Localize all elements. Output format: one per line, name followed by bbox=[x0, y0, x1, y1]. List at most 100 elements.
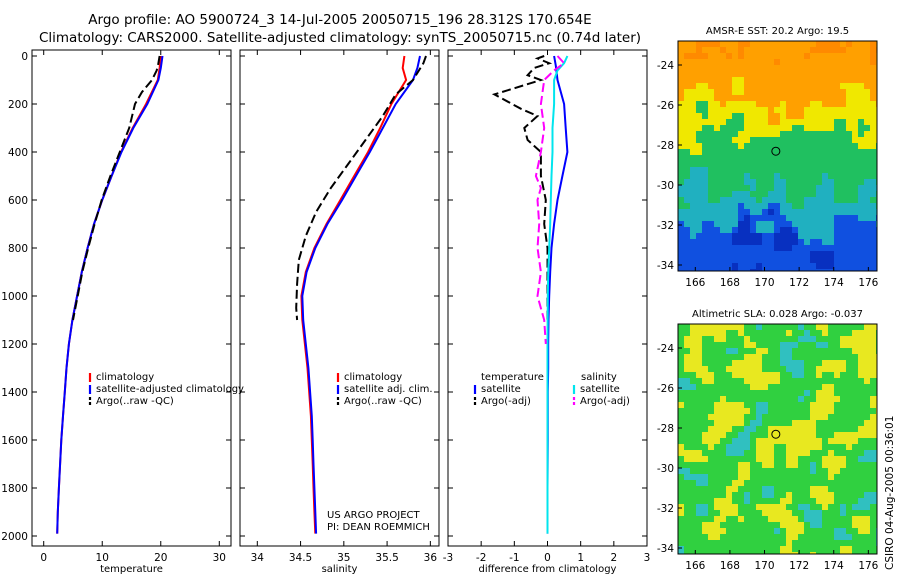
map-cell bbox=[780, 534, 786, 540]
map-cell bbox=[786, 474, 792, 480]
map-cell bbox=[774, 47, 780, 53]
map-cell bbox=[756, 245, 762, 251]
map-cell bbox=[690, 492, 696, 498]
map-cell bbox=[804, 438, 810, 444]
map-cell bbox=[684, 41, 690, 47]
map-cell bbox=[858, 161, 864, 167]
map-cell bbox=[678, 324, 684, 330]
map-cell bbox=[858, 47, 864, 53]
map-cell bbox=[702, 528, 708, 534]
map-cell bbox=[768, 59, 774, 65]
map-cell bbox=[834, 251, 840, 257]
map-cell bbox=[780, 378, 786, 384]
map-cell bbox=[690, 215, 696, 221]
map-cell bbox=[732, 203, 738, 209]
map-cell bbox=[702, 269, 708, 271]
map-cell bbox=[714, 131, 720, 137]
map-cell bbox=[870, 143, 876, 149]
map-cell bbox=[768, 546, 774, 552]
map-cell bbox=[684, 53, 690, 59]
map-cell bbox=[822, 360, 828, 366]
map-cell bbox=[858, 528, 864, 534]
map-cell bbox=[780, 444, 786, 450]
map-cell bbox=[858, 534, 864, 540]
map-cell bbox=[870, 107, 876, 113]
map-cell bbox=[678, 540, 684, 546]
map-cell bbox=[834, 474, 840, 480]
map-cell bbox=[714, 83, 720, 89]
map-cell bbox=[720, 390, 726, 396]
map-cell bbox=[840, 107, 846, 113]
map-cell bbox=[732, 456, 738, 462]
map-cell bbox=[774, 540, 780, 546]
legend-label: satellite bbox=[580, 384, 620, 395]
map-cell bbox=[690, 426, 696, 432]
map-cell bbox=[798, 516, 804, 522]
map-cell bbox=[840, 203, 846, 209]
map-cell bbox=[744, 77, 750, 83]
map-cell bbox=[810, 197, 816, 203]
map-cell bbox=[786, 456, 792, 462]
map-cell bbox=[726, 203, 732, 209]
map-cell bbox=[738, 402, 744, 408]
map-cell bbox=[864, 59, 870, 65]
map-cell bbox=[714, 71, 720, 77]
map-cell bbox=[786, 390, 792, 396]
map-cell bbox=[816, 432, 822, 438]
map-cell bbox=[792, 149, 798, 155]
map-cell bbox=[834, 149, 840, 155]
map-cell bbox=[804, 480, 810, 486]
map-cell bbox=[774, 474, 780, 480]
map-cell bbox=[798, 53, 804, 59]
map-cell bbox=[828, 450, 834, 456]
map-cell bbox=[708, 504, 714, 510]
map-cell bbox=[810, 450, 816, 456]
map-cell bbox=[798, 101, 804, 107]
map-cell bbox=[846, 155, 852, 161]
map-cell bbox=[696, 83, 702, 89]
map-cell bbox=[684, 239, 690, 245]
legend-heading: temperature bbox=[481, 372, 544, 383]
map-cell bbox=[864, 390, 870, 396]
map-cell bbox=[768, 119, 774, 125]
map-cell bbox=[786, 161, 792, 167]
map-cell bbox=[870, 438, 876, 444]
map-cell bbox=[756, 269, 762, 271]
map-cell bbox=[690, 137, 696, 143]
map-cell bbox=[846, 233, 852, 239]
map-cell bbox=[690, 257, 696, 263]
map-cell bbox=[792, 125, 798, 131]
map-cell bbox=[768, 203, 774, 209]
map-cell bbox=[870, 89, 876, 95]
map-cell bbox=[744, 83, 750, 89]
map-cell bbox=[714, 185, 720, 191]
map-cell bbox=[840, 324, 846, 330]
map-cell bbox=[846, 432, 852, 438]
map-cell bbox=[792, 510, 798, 516]
map-cell bbox=[828, 161, 834, 167]
map-cell bbox=[804, 215, 810, 221]
map-y-tick-label: -24 bbox=[657, 343, 674, 355]
map-cell bbox=[786, 360, 792, 366]
map-cell bbox=[678, 107, 684, 113]
map-cell bbox=[798, 131, 804, 137]
map-cell bbox=[756, 552, 762, 554]
map-cell bbox=[840, 498, 846, 504]
map-cell bbox=[768, 209, 774, 215]
map-cell bbox=[738, 498, 744, 504]
map-cell bbox=[816, 119, 822, 125]
map-cell bbox=[870, 101, 876, 107]
map-cell bbox=[858, 59, 864, 65]
series-line-climatology bbox=[56, 55, 162, 534]
map-cell bbox=[798, 480, 804, 486]
map-cell bbox=[768, 233, 774, 239]
map-cell bbox=[798, 185, 804, 191]
map-cell bbox=[852, 239, 858, 245]
map-cell bbox=[840, 534, 846, 540]
map-cell bbox=[732, 336, 738, 342]
map-cell bbox=[792, 366, 798, 372]
map-cell bbox=[846, 53, 852, 59]
map-cell bbox=[864, 408, 870, 414]
map-cell bbox=[834, 552, 840, 554]
map-cell bbox=[714, 233, 720, 239]
